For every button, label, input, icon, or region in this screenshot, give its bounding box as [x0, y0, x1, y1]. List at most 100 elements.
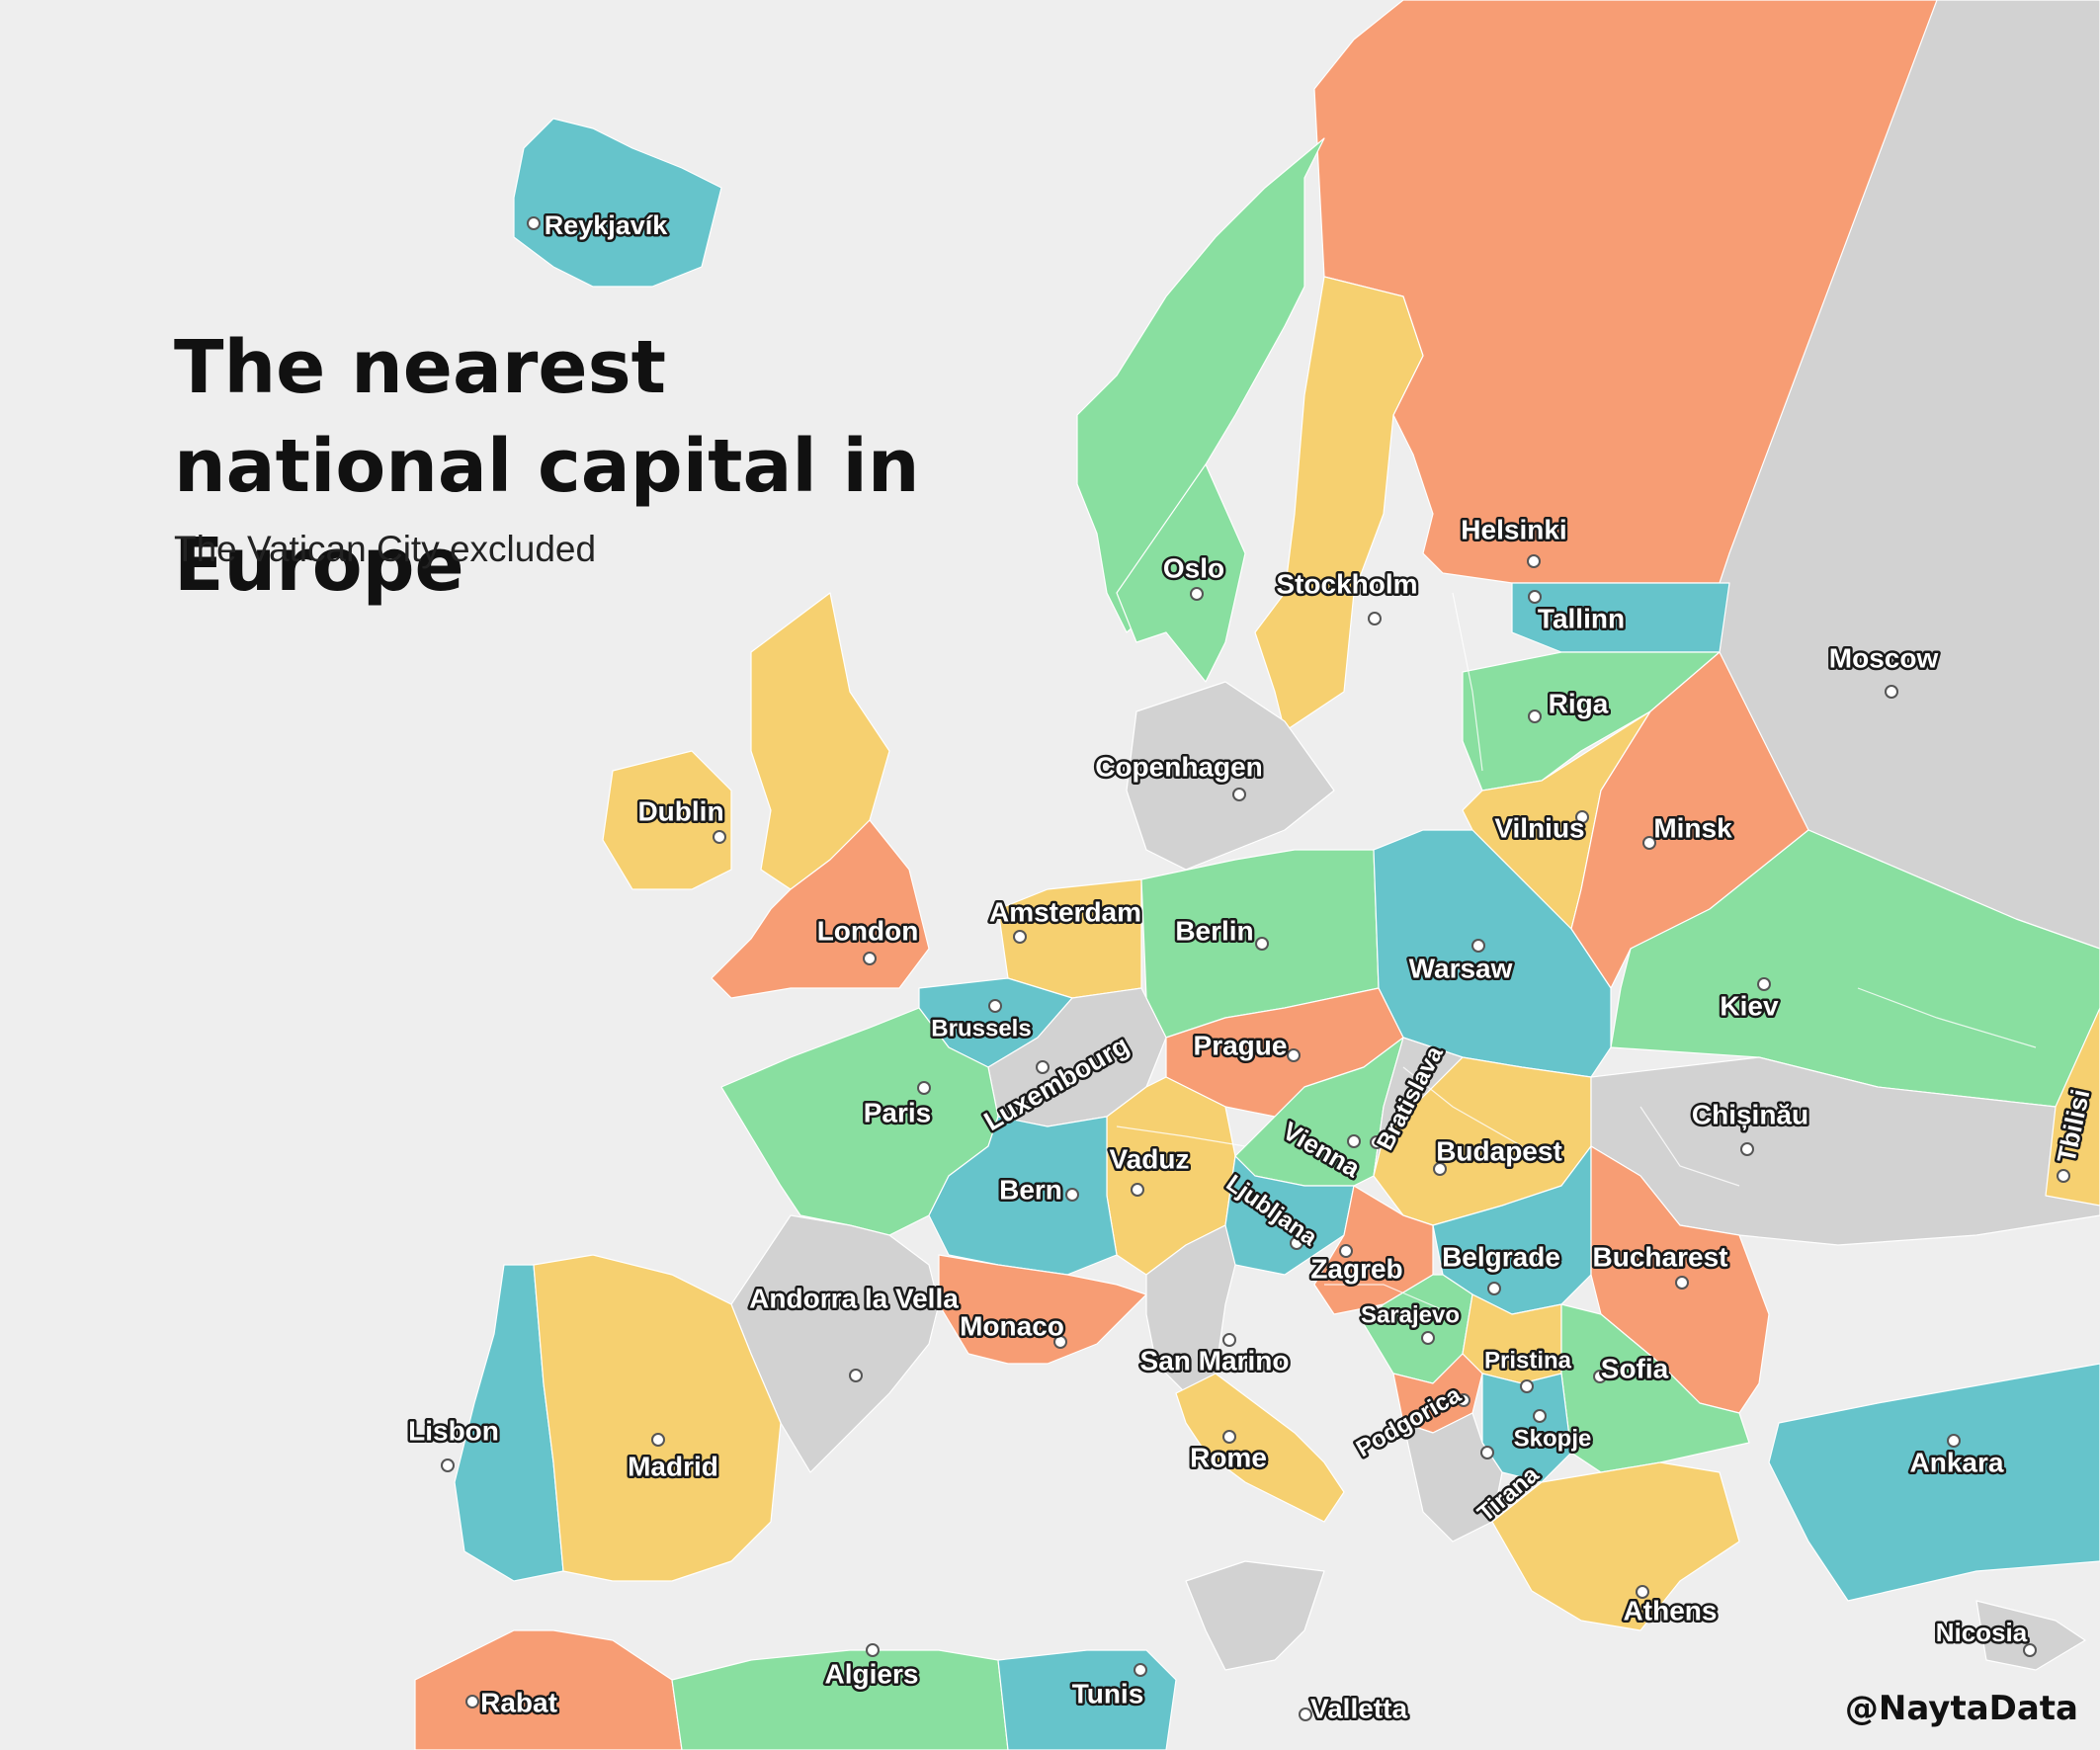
capital-label-helsinki: Helsinki [1461, 514, 1566, 544]
capital-label-san-marino: San Marino [1140, 1345, 1290, 1375]
capital-dot-athens [1636, 1585, 1649, 1599]
capital-label-budapest: Budapest [1436, 1135, 1562, 1166]
capital-label-ankara: Ankara [1910, 1447, 2004, 1477]
capital-label-warsaw: Warsaw [1409, 953, 1513, 983]
capital-label-copenhagen: Copenhagen [1095, 751, 1263, 782]
capital-dot-berlin [1255, 937, 1269, 951]
capital-label-amsterdam: Amsterdam [989, 896, 1141, 927]
capital-dot-luxembourg [1036, 1060, 1050, 1074]
capital-dot-algiers [866, 1643, 880, 1657]
capital-dot-riga [1528, 709, 1542, 723]
capital-dot-tallinn [1528, 590, 1542, 604]
capital-label-paris: Paris [864, 1097, 932, 1127]
country-borders [1116, 592, 2037, 1315]
border-line-0 [1116, 1125, 1246, 1147]
capital-dot-podgorica [1457, 1393, 1470, 1407]
capital-label-london: London [817, 915, 919, 946]
capital-dot-sofia [1593, 1370, 1607, 1383]
capital-dot-vaduz [1131, 1183, 1144, 1197]
capital-dot-ankara [1947, 1434, 1961, 1448]
region-monaco [938, 1254, 1147, 1365]
capital-dot-zagreb [1339, 1244, 1353, 1258]
capital-label-pristina: Pristina [1484, 1347, 1572, 1374]
capital-dot-bucharest [1675, 1276, 1689, 1290]
capital-dot-kiev [1757, 977, 1771, 991]
capital-label-berlin: Berlin [1175, 915, 1253, 946]
region-san-marino [1145, 1224, 1236, 1394]
capital-dot-warsaw [1471, 939, 1485, 953]
capital-label-brussels: Brussels [931, 1015, 1031, 1042]
region-athens [1491, 1461, 1740, 1631]
region-minsk [1570, 651, 1809, 989]
capital-dot-budapest [1433, 1162, 1447, 1176]
capital-label-minsk: Minsk [1653, 812, 1732, 843]
capital-dot-tunis [1134, 1663, 1147, 1677]
capital-label-athens: Athens [1624, 1595, 1718, 1625]
capital-label-sofia: Sofia [1601, 1353, 1669, 1383]
capital-dot-san-marino [1222, 1333, 1236, 1347]
capital-dot-paris [917, 1081, 931, 1095]
capital-dot-amsterdam [1013, 930, 1027, 944]
border-line-4 [1452, 592, 1483, 772]
border-line-5 [1857, 987, 2037, 1048]
capital-dot-belgrade [1487, 1282, 1501, 1295]
region-oslo [1076, 137, 1325, 633]
region-ankara [1768, 1363, 2100, 1602]
capital-dot-vilnius [1575, 810, 1589, 824]
region-riga [1462, 651, 1721, 792]
capital-dot-pristina [1520, 1379, 1534, 1393]
region-tirana [1402, 1412, 1503, 1542]
capital-label-sarajevo: Sarajevo [1361, 1301, 1460, 1328]
region-reykjavik [513, 118, 722, 288]
capital-label-tallinn: Tallinn [1538, 603, 1625, 633]
region-valletta [1185, 1560, 1325, 1671]
capital-label-algiers: Algiers [825, 1658, 919, 1689]
capital-dot-rome [1222, 1430, 1236, 1444]
capital-dot-bratislava [1370, 1135, 1384, 1149]
capital-label-madrid: Madrid [628, 1451, 718, 1481]
capital-dot-prague [1287, 1048, 1301, 1062]
border-line-3 [1324, 1284, 1454, 1315]
capital-label-vilnius: Vilnius [1494, 812, 1584, 843]
capital-label-rome: Rome [1190, 1442, 1267, 1472]
border-line-2 [1639, 1106, 1740, 1187]
capital-dot-reykjavik [527, 216, 541, 230]
capital-label-kiev: Kiev [1720, 990, 1779, 1021]
capital-dot-nicosia [2023, 1643, 2037, 1657]
capital-dot-bern [1065, 1188, 1079, 1202]
capital-label-stockholm: Stockholm [1276, 568, 1417, 599]
capital-dot-rabat [465, 1695, 479, 1708]
capital-label-dublin: Dublin [637, 795, 723, 826]
capital-label-bucharest: Bucharest [1593, 1241, 1728, 1272]
region-madrid [533, 1254, 782, 1582]
map-regions [414, 0, 2100, 1750]
capital-dot-copenhagen [1232, 788, 1246, 801]
region-stockholm [1254, 276, 1424, 732]
region-dublin [602, 750, 732, 890]
capital-dot-valletta [1299, 1708, 1312, 1721]
capital-label-belgrade: Belgrade [1442, 1241, 1560, 1272]
capital-dot-tbilisi [2057, 1169, 2070, 1183]
capital-label-nicosia: Nicosia [1936, 1618, 2028, 1647]
capital-label-reykjavik: Reykjavík [545, 210, 669, 240]
capital-dot-oslo [1190, 587, 1204, 601]
capital-label-rabat: Rabat [480, 1687, 557, 1717]
region-rabat [414, 1629, 683, 1750]
capital-dot-minsk [1642, 836, 1656, 850]
region-london [711, 819, 930, 999]
capital-dot-brussels [988, 999, 1002, 1013]
capital-dot-skopje [1533, 1409, 1547, 1423]
capital-label-oslo: Oslo [1163, 552, 1224, 583]
region-oslo [1116, 463, 1246, 683]
capital-dot-ljubljana [1290, 1236, 1303, 1250]
region-tunis [997, 1649, 1177, 1750]
credit-label: @NaytaData [1844, 1689, 2078, 1728]
capital-label-prague: Prague [1194, 1030, 1288, 1060]
capital-label-bern: Bern [999, 1174, 1062, 1205]
capital-dot-dublin [713, 830, 726, 844]
region-rome [1175, 1373, 1345, 1523]
capital-label-moscow: Moscow [1829, 642, 1939, 673]
capital-label-riga: Riga [1549, 688, 1609, 718]
capital-label-andorra: Andorra la Vella [749, 1283, 959, 1313]
